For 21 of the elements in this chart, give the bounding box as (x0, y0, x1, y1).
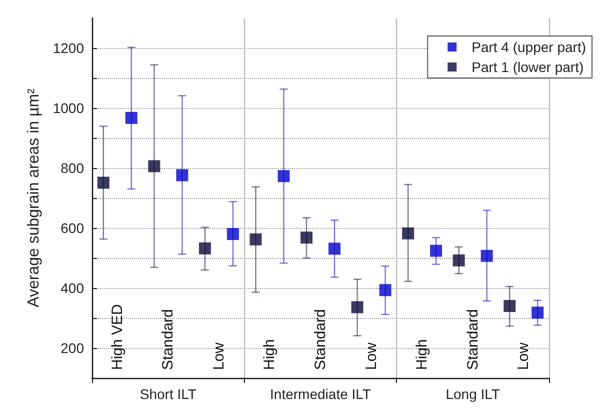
x-tick-label: Standard (312, 309, 329, 370)
x-tick-label: High VED (108, 304, 126, 370)
x-tick-label: Low (362, 342, 380, 370)
y-tick-label: 400 (60, 280, 84, 296)
legend-label: Part 1 (lower part) (472, 59, 584, 75)
x-tick-label: Low (515, 342, 532, 370)
x-tick-label: High (414, 339, 431, 370)
legend-label: Part 4 (upper part) (472, 39, 586, 55)
text: Intermediate ILT (270, 386, 372, 402)
x-tick-label: Low (210, 342, 228, 370)
y-tick-label: 800 (60, 160, 84, 176)
x-tick-label: High (261, 339, 278, 370)
x-tick-label: Standard (464, 309, 482, 370)
text: Short ILT (140, 386, 197, 402)
y-axis-title: Average subgrain areas in µm² (25, 88, 42, 308)
x-tick-label: Standard (160, 309, 177, 370)
y-tick-label: 1200 (52, 40, 84, 56)
text: Long ILT (446, 386, 500, 402)
y-tick-label: 600 (60, 220, 84, 236)
y-tick-label: 200 (60, 340, 84, 356)
y-tick-label: 1000 (52, 100, 84, 116)
